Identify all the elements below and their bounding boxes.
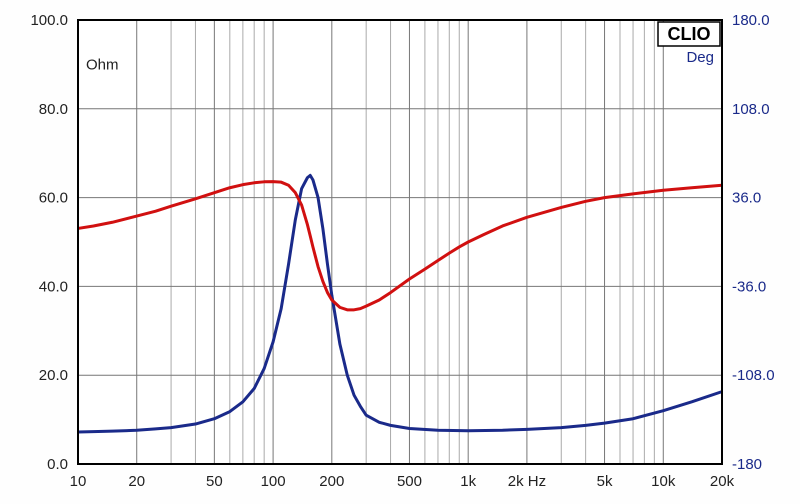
y-left-tick-label: 100.0	[30, 12, 68, 29]
x-tick-label: 50	[206, 473, 223, 490]
y-right-tick-label: 36.0	[732, 190, 761, 207]
x-tick-label: 20	[128, 473, 145, 490]
y-left-tick-label: 20.0	[39, 367, 68, 384]
y-right-tick-label: -180	[732, 456, 762, 473]
x-tick-label: 2k Hz	[508, 473, 546, 490]
x-tick-label: 10k	[651, 473, 676, 490]
y-right-unit: Deg	[686, 49, 714, 66]
x-tick-label: 200	[319, 473, 344, 490]
x-tick-label: 500	[397, 473, 422, 490]
x-tick-label: 20k	[710, 473, 735, 490]
x-tick-label: 1k	[460, 473, 476, 490]
impedance-phase-chart: 10 20 50 100 200 500 1k 2k Hz 5k 10k 20k 0.0 20.0 40.…	[0, 0, 800, 504]
y-right-tick-label: 108.0	[732, 101, 770, 118]
y-right-tick-label: -108.0	[732, 367, 775, 384]
y-left-unit: Ohm	[86, 56, 119, 73]
y-right-tick-label: 180.0	[732, 12, 770, 29]
y-left-tick-label: 40.0	[39, 278, 68, 295]
y-left-tick-label: 0.0	[47, 456, 68, 473]
chart-container: 10 20 50 100 200 500 1k 2k Hz 5k 10k 20k 0.0 20.0 40.…	[0, 0, 800, 504]
y-left-tick-label: 60.0	[39, 190, 68, 207]
x-tick-label: 100	[261, 473, 286, 490]
y-left-tick-label: 80.0	[39, 101, 68, 118]
x-tick-label: 10	[70, 473, 87, 490]
y-right-tick-label: -36.0	[732, 278, 766, 295]
brand-label: CLIO	[668, 24, 711, 44]
x-tick-label: 5k	[597, 473, 613, 490]
